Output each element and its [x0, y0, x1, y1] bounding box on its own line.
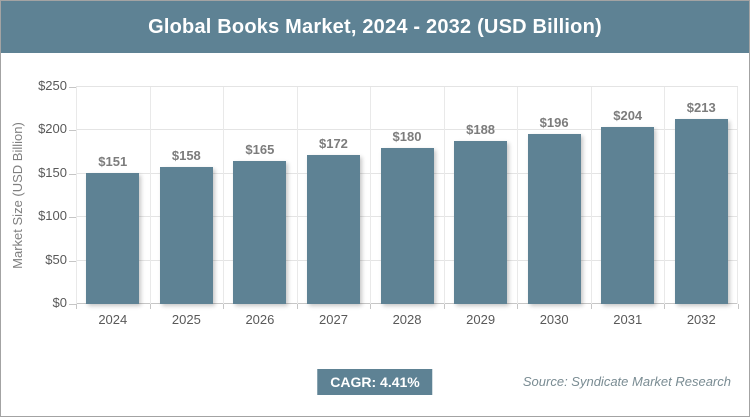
y-tick-label-0: $0 — [52, 295, 67, 310]
gridline-x-1 — [149, 87, 151, 304]
bar-group-2032: $213 — [665, 87, 739, 304]
x-tick-label-2024: 2024 — [98, 312, 128, 327]
gridline-x-5 — [443, 87, 445, 304]
x-tick-label-2029: 2029 — [466, 312, 496, 327]
bar-2028: $180 — [380, 129, 434, 304]
bar-group-2030: $196 — [517, 87, 591, 304]
x-tick-mark — [517, 304, 519, 309]
bar-value-label-2030: $196 — [539, 114, 569, 130]
y-tick-mark — [69, 87, 76, 88]
gridline-x-0 — [76, 87, 77, 304]
x-axis-labels: 2024 2025 2026 2027 2028 2029 2030 2031 2032 — [76, 312, 738, 327]
y-tick-label-100: $100 — [38, 208, 67, 224]
bar-2027: $172 — [306, 136, 360, 304]
bar-group-2024: $151 — [76, 87, 150, 304]
y-tick-label-50: $50 — [45, 251, 67, 267]
bar-series: $151 $158 $165 $172 $180 $188 $196 $204 $213 — [76, 87, 738, 304]
chart-title-bar: Global Books Market, 2024 - 2032 (USD Bi… — [1, 1, 749, 53]
x-tick-mark — [664, 304, 666, 309]
x-tick-label-2030: 2030 — [539, 312, 569, 327]
gridline-y-200 — [76, 129, 738, 131]
bar-2025: $158 — [159, 148, 213, 304]
bar-value-label-2027: $172 — [318, 135, 348, 151]
gridline-y-250 — [76, 86, 738, 87]
y-tick-label-150: $150 — [38, 164, 67, 180]
cagr-badge: CAGR: 4.41% — [317, 369, 433, 395]
x-tick-mark — [296, 304, 298, 309]
x-tick-mark — [223, 304, 225, 309]
source-attribution: Source: Syndicate Market Research — [522, 374, 731, 389]
x-tick-label-2028: 2028 — [392, 312, 422, 327]
x-tick-mark — [590, 304, 592, 309]
bar-value-label-2028: $180 — [392, 128, 422, 144]
y-tick-mark — [69, 217, 76, 219]
gridline-x-8 — [664, 87, 666, 304]
y-axis-title: Market Size (USD Billion) — [9, 122, 25, 269]
bar-group-2031: $204 — [591, 87, 665, 304]
x-tick-mark — [149, 304, 151, 309]
gridline-x-7 — [590, 87, 592, 304]
y-axis-title-container: Market Size (USD Billion) — [3, 87, 31, 304]
x-tick-label-2025: 2025 — [171, 312, 201, 327]
y-tick-mark — [69, 304, 76, 305]
x-tick-mark — [738, 304, 739, 309]
bar-2031: $204 — [601, 108, 655, 304]
chart-title: Global Books Market, 2024 - 2032 (USD Bi… — [148, 15, 602, 38]
bar-group-2029: $188 — [444, 87, 518, 304]
y-tick-mark — [69, 260, 76, 262]
bar-group-2027: $172 — [297, 87, 371, 304]
gridline-x-9 — [737, 87, 738, 304]
gridline-x-2 — [223, 87, 225, 304]
gridline-x-4 — [370, 87, 372, 304]
bar-2032: $213 — [674, 100, 728, 304]
x-tick-label-2032: 2032 — [686, 312, 716, 327]
y-tick-label-250: $250 — [38, 78, 67, 93]
x-tick-mark — [370, 304, 372, 309]
bar-value-label-2031: $204 — [613, 107, 643, 123]
bar-2024: $151 — [86, 154, 140, 304]
y-tick-mark — [69, 173, 76, 175]
bar-2030: $196 — [527, 115, 581, 304]
plot-area: $151 $158 $165 $172 $180 $188 $196 $204 $213 — [76, 86, 738, 304]
x-tick-label-2026: 2026 — [245, 312, 275, 327]
x-tick-mark — [443, 304, 445, 309]
x-tick-mark — [76, 304, 77, 309]
bar-group-2026: $165 — [223, 87, 297, 304]
bar-value-label-2029: $188 — [466, 121, 496, 137]
bar-value-label-2025: $158 — [171, 147, 201, 163]
bar-2029: $188 — [454, 122, 508, 304]
bar-value-label-2032: $213 — [686, 100, 716, 116]
bar-value-label-2026: $165 — [245, 141, 275, 157]
y-tick-mark — [69, 130, 76, 132]
x-tick-label-2031: 2031 — [613, 312, 643, 327]
x-tick-label-2027: 2027 — [319, 312, 348, 327]
bar-group-2028: $180 — [370, 87, 444, 304]
bar-value-label-2024: $151 — [98, 153, 128, 169]
gridline-x-6 — [517, 87, 519, 304]
y-tick-label-200: $200 — [38, 121, 67, 137]
gridline-x-3 — [296, 87, 298, 304]
bar-group-2025: $158 — [150, 87, 224, 304]
bar-2026: $165 — [233, 142, 287, 304]
